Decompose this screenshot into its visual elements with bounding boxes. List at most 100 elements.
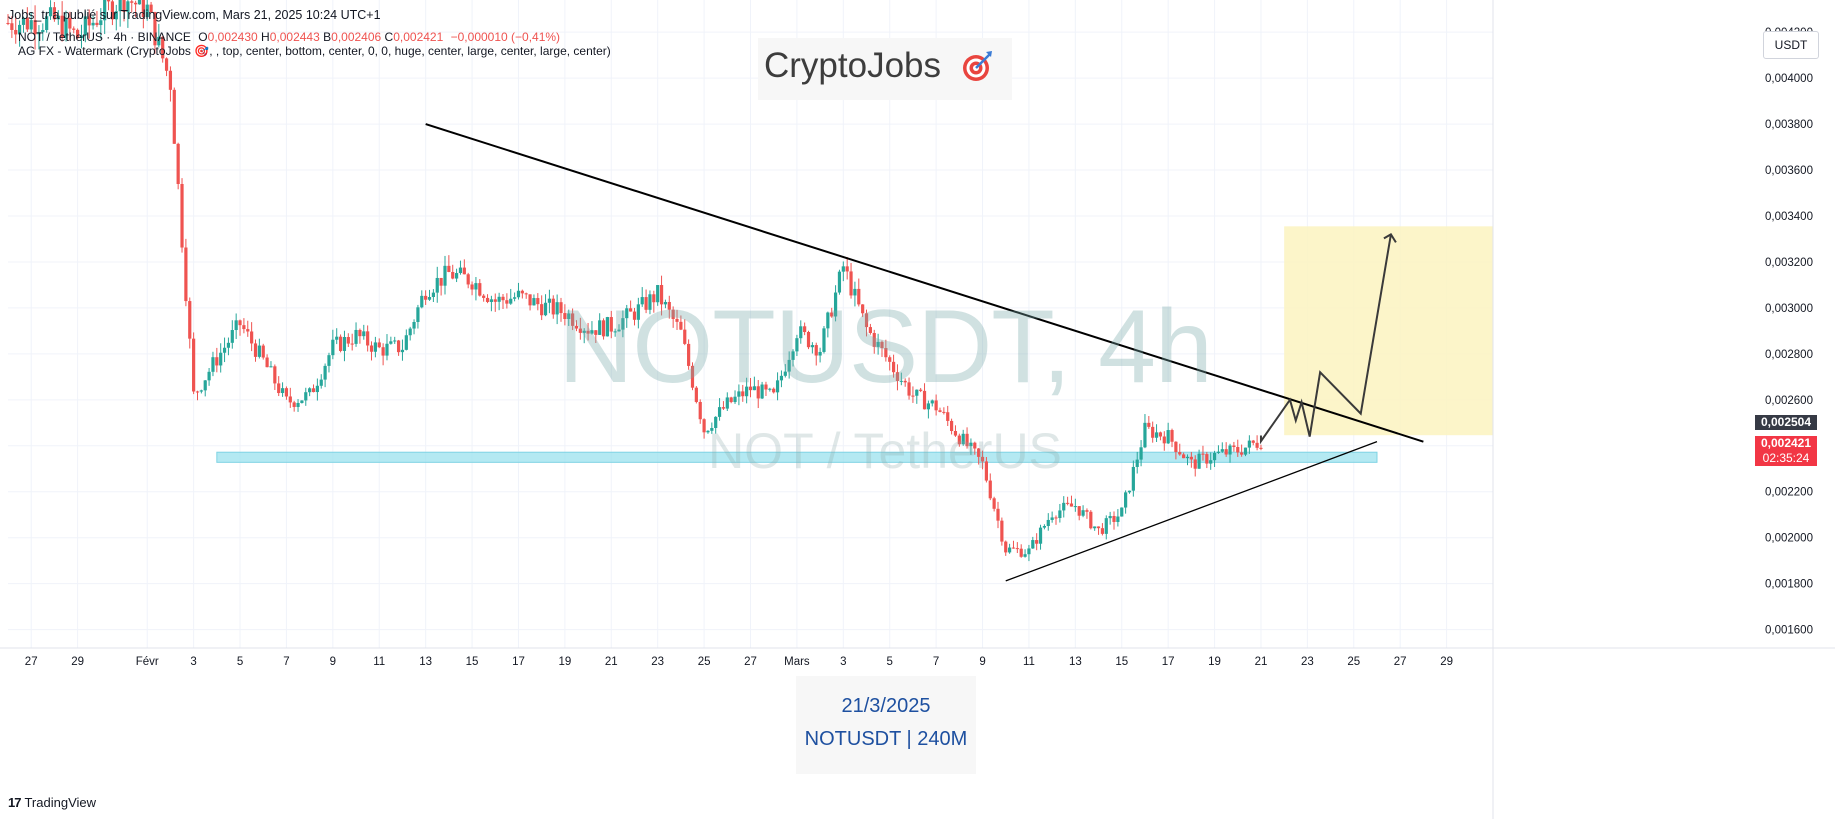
candle-up: [1081, 510, 1085, 516]
candle-up: [810, 345, 814, 348]
last-price-tag: 0,002421 02:35:24: [1755, 435, 1817, 466]
candle-up: [29, 20, 33, 30]
candle-down: [176, 143, 180, 184]
candle-up: [783, 371, 787, 376]
time-tick-label: 25: [1347, 656, 1360, 668]
candle-down: [149, 4, 153, 13]
time-tick-label: 21: [605, 656, 618, 668]
target-zone-rect: [1284, 226, 1493, 436]
candle-down: [690, 365, 695, 388]
candle-up: [99, 20, 103, 26]
candle-up: [1166, 430, 1170, 444]
candle-up: [1197, 453, 1201, 469]
candle-down: [644, 297, 648, 310]
publish-info: Jobs_tr a publié sur TradingView.com, Ma…: [8, 8, 381, 22]
time-tick-label: 3: [190, 656, 196, 668]
candle-down: [381, 347, 385, 356]
candle-up: [315, 385, 319, 393]
candle-down: [1182, 454, 1186, 459]
candle-up: [454, 273, 459, 279]
time-tick-label: 5: [237, 656, 243, 668]
candle-down: [1170, 430, 1174, 442]
candle-down: [891, 361, 896, 373]
candle-down: [1151, 426, 1155, 438]
candle-up: [103, 0, 107, 21]
candle-down: [134, 2, 138, 5]
candle-down: [447, 265, 451, 272]
candle-down: [1089, 511, 1093, 529]
candle-up: [1228, 445, 1232, 455]
candle-down: [501, 296, 505, 301]
change-value: −0,000010 (−0,41%): [450, 30, 561, 44]
candle-down: [1000, 520, 1004, 542]
time-tick-label: 19: [558, 656, 571, 668]
candle-up: [83, 16, 87, 36]
candle-up: [876, 341, 880, 347]
candle-down: [505, 300, 509, 304]
candle-up: [516, 290, 521, 298]
candle-down: [10, 23, 14, 30]
candle-up: [1042, 526, 1047, 528]
candle-up: [737, 391, 741, 397]
candle-down: [586, 330, 590, 334]
candle-down: [1100, 528, 1105, 534]
candle-up: [818, 351, 822, 356]
tradingview-logo-icon: 17: [8, 795, 22, 810]
candle-down: [1077, 506, 1081, 516]
candle-up: [961, 433, 965, 445]
candle-up: [969, 442, 973, 447]
candle-up: [319, 379, 323, 386]
candle-up: [899, 380, 903, 382]
candle-up: [327, 355, 331, 366]
candle-up: [555, 302, 559, 315]
candle-up: [795, 338, 799, 352]
tradingview-footer[interactable]: 17 TradingView: [8, 795, 96, 810]
symbol-info[interactable]: NOT / TetherUS · 4h · BINANCE: [18, 30, 191, 44]
candle-up: [280, 388, 285, 394]
candle-down: [6, 22, 10, 24]
candle-down: [721, 407, 726, 409]
candle-down: [996, 508, 1000, 521]
time-tick-label: 9: [330, 656, 336, 668]
candle-down: [1205, 454, 1209, 464]
time-tick-label: Mars: [784, 656, 810, 668]
candle-up: [733, 396, 737, 403]
candle-down: [172, 89, 176, 144]
candle-down: [729, 397, 733, 403]
candle-down: [462, 267, 466, 275]
candle-down: [741, 391, 745, 397]
currency-button[interactable]: USDT: [1763, 31, 1819, 59]
time-tick-label: 15: [1115, 656, 1128, 668]
candle-down: [1015, 548, 1019, 550]
open-label: O: [198, 30, 208, 44]
candle-down: [1019, 548, 1023, 557]
candle-down: [1201, 453, 1205, 455]
candle-down: [1147, 422, 1151, 427]
candle-up: [837, 271, 842, 293]
open-value: 0,002430: [207, 30, 258, 44]
candle-down: [76, 29, 80, 39]
candle-up: [48, 7, 53, 17]
candle-down: [168, 70, 173, 90]
level-price-tag: 0,002504: [1755, 414, 1817, 430]
candle-down: [14, 29, 18, 35]
candle-up: [567, 313, 571, 320]
high-value: 0,002443: [269, 30, 320, 44]
candle-down: [25, 17, 29, 30]
candle-down: [903, 380, 907, 383]
time-tick-label: 17: [512, 656, 525, 668]
candle-down: [756, 386, 760, 399]
candle-down: [72, 28, 76, 30]
indicator-legend[interactable]: AG FX - Watermark (CryptoJobs 🎯, , top, …: [18, 44, 611, 58]
candle-up: [389, 341, 393, 344]
candle-up: [257, 345, 261, 357]
candle-down: [1066, 502, 1070, 504]
time-tick-label: 19: [1208, 656, 1221, 668]
candle-up: [656, 285, 660, 303]
candle-down: [122, 0, 126, 12]
candle-up: [791, 351, 795, 360]
candle-up: [768, 388, 772, 390]
candle-down: [180, 183, 184, 248]
candle-down: [988, 480, 992, 499]
candle-down: [907, 382, 911, 396]
